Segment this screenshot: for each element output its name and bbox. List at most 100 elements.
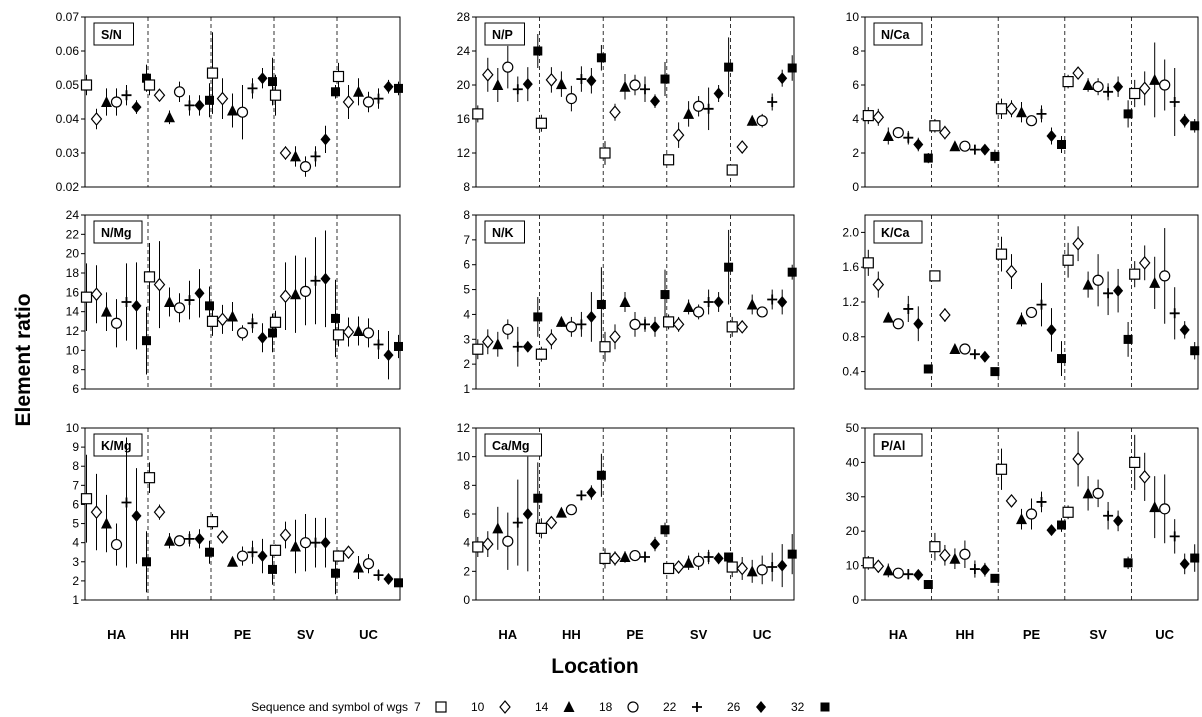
triangle-point	[949, 342, 961, 354]
y-tick-label: 50	[846, 421, 860, 435]
square-filled-point	[724, 262, 734, 272]
diamond-filled-point	[522, 340, 533, 353]
circle-open-point	[299, 285, 312, 297]
triangle-point	[227, 555, 238, 567]
y-tick-label: 1	[463, 382, 470, 396]
plus-point	[512, 341, 523, 352]
plus-point	[1103, 288, 1114, 299]
diamond-filled-point	[1046, 524, 1057, 537]
panels: 0.020.030.040.050.060.07S/N81216202428N/…	[56, 10, 1200, 642]
square-open-point	[472, 541, 484, 553]
panel-label: S/N	[101, 28, 122, 42]
circle-open-point	[236, 550, 249, 562]
plus-point	[184, 295, 195, 306]
y-tick-label: 30	[846, 490, 860, 504]
diamond-open-point	[1005, 101, 1018, 116]
triangle-point	[683, 300, 695, 312]
triangle-point	[492, 338, 504, 350]
panel-ca-mg: 0 2 4 6 8 10 12 Ca/Mg HA HH PE SV UC	[457, 421, 797, 642]
y-tick-label: 0.02	[56, 180, 80, 194]
y-tick-label: 0.4	[842, 365, 859, 379]
square-open-point	[332, 70, 345, 83]
square-filled-point	[142, 73, 151, 83]
diamond-open-point	[545, 332, 558, 347]
circle-open-point	[1025, 508, 1038, 520]
diamond-filled-point	[1113, 284, 1124, 297]
category-label: SV	[690, 627, 708, 642]
diamond-open-point	[1138, 255, 1151, 270]
category-label: UC	[753, 627, 772, 642]
square-filled-point	[394, 83, 403, 93]
circle-open-point	[959, 140, 971, 152]
triangle-point	[555, 78, 567, 90]
plot-frame	[864, 16, 1199, 188]
square-filled-point	[1190, 346, 1200, 356]
y-axis-label: Element ratio	[12, 293, 35, 426]
diamond-filled-point	[650, 95, 660, 108]
triangle-point	[555, 315, 567, 327]
triangle-point	[227, 104, 238, 116]
circle-open-point	[692, 100, 705, 112]
category-label: HH	[170, 627, 189, 642]
square-filled-point	[596, 470, 606, 480]
diamond-open-point	[153, 277, 166, 292]
plus-point	[1036, 299, 1047, 310]
x-axis-label: Location	[551, 655, 639, 678]
square-filled-point	[1057, 140, 1066, 149]
diamond-open-point	[609, 329, 621, 344]
y-tick-label: 5	[72, 517, 79, 531]
triangle-point	[353, 561, 364, 573]
square-filled-point	[205, 547, 214, 557]
diamond-open-point	[609, 105, 621, 120]
plus-point	[1169, 97, 1180, 107]
y-tick-label: 2	[852, 146, 859, 160]
diamond-open-point	[1138, 469, 1151, 484]
square-open-point	[80, 493, 93, 505]
square-open-point	[1129, 268, 1141, 280]
diamond-filled-point	[522, 78, 533, 91]
triangle-point	[164, 296, 175, 307]
y-tick-label: 20	[846, 524, 860, 538]
plus-point	[121, 497, 132, 508]
plus-point	[1103, 86, 1114, 97]
plus-point	[184, 533, 195, 544]
panel-n-k: 1 2 3 4 5 6 7 8 N/K	[463, 208, 797, 396]
circle-open-point	[629, 549, 641, 562]
square-open-point	[143, 472, 156, 484]
diamond-filled-point	[777, 296, 788, 308]
y-tick-label: 16	[457, 112, 471, 126]
y-tick-label: 0.07	[56, 10, 80, 24]
diamond-filled-point	[320, 272, 331, 285]
triangle-point	[1082, 278, 1094, 290]
square-filled-point	[923, 580, 933, 590]
y-tick-label: 1.2	[842, 295, 859, 309]
square-filled-point	[923, 364, 933, 374]
y-tick-label: 1.6	[842, 260, 859, 274]
y-tick-label: 8	[72, 459, 79, 473]
plot-frame	[864, 427, 1199, 601]
square-open-point	[1062, 75, 1074, 88]
triangle-point	[164, 111, 175, 123]
square-open-point	[535, 348, 548, 360]
triangle-point	[101, 96, 112, 107]
y-tick-label: 9	[72, 440, 79, 454]
square-open-point	[726, 321, 738, 333]
diamond-open-point	[482, 334, 494, 349]
circle-open-point	[173, 302, 186, 314]
square-open-point	[269, 89, 282, 101]
y-tick-label: 10	[457, 450, 471, 464]
square-open-point	[929, 120, 941, 132]
diamond-open-point	[279, 289, 292, 304]
y-tick-label: 12	[66, 324, 80, 338]
diamond-open-point	[279, 146, 292, 160]
triangle-point	[101, 305, 112, 317]
legend-number: 7	[414, 700, 421, 714]
diamond-filled-point	[586, 310, 597, 323]
triangle-point	[949, 552, 961, 564]
category-label: SV	[297, 627, 315, 642]
panel-s-n: 0.02 0.03 0.04 0.05 0.06 0.07 S/N	[56, 10, 403, 194]
square-open-point	[995, 463, 1008, 475]
y-tick-label: 6	[852, 78, 859, 92]
circle-open-point	[299, 537, 312, 549]
diamond-open-point	[736, 561, 748, 576]
